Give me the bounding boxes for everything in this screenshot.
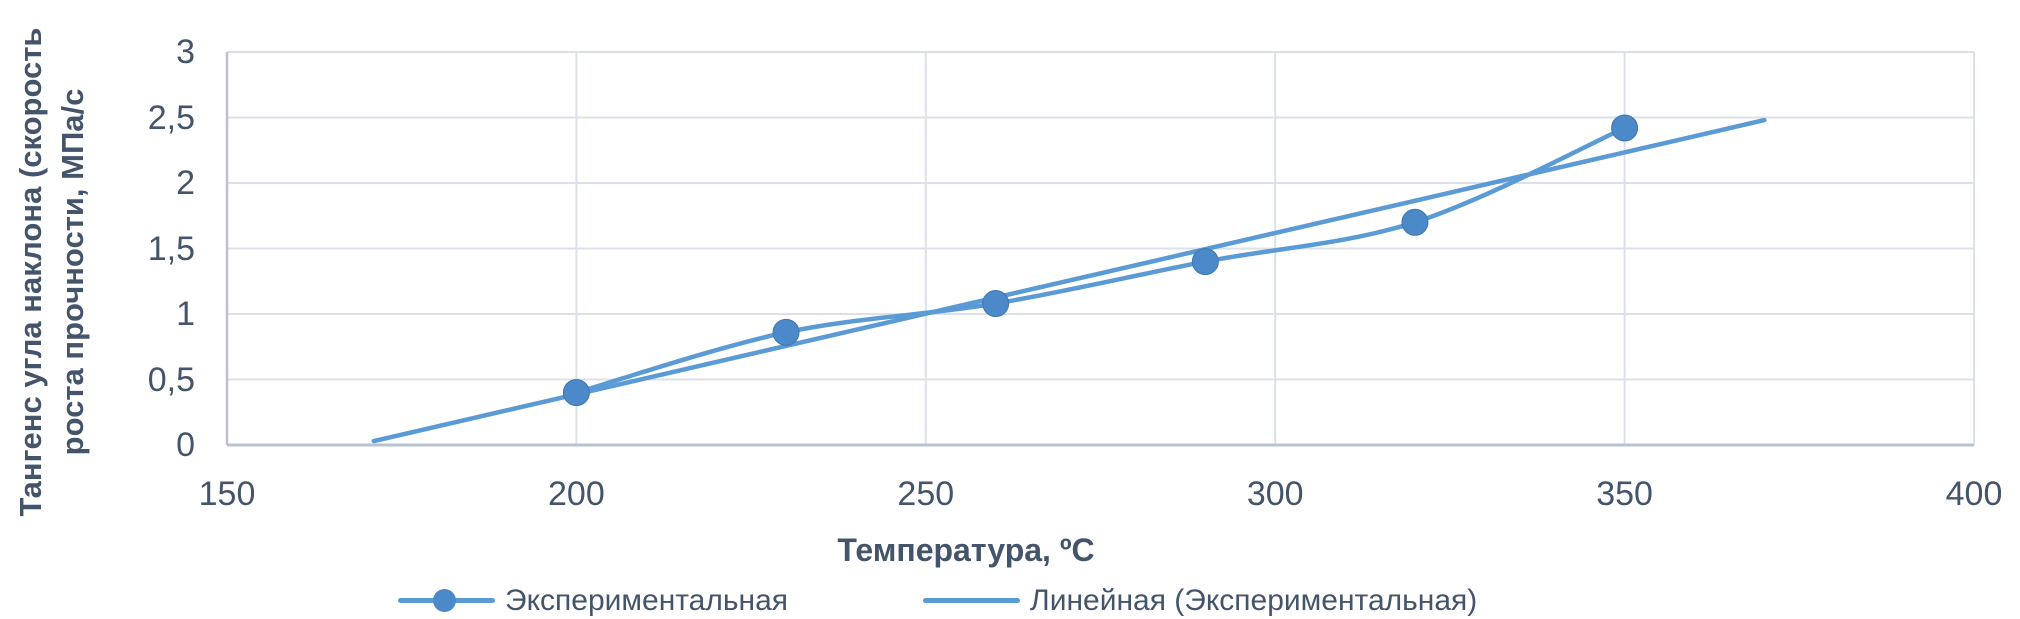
y-tick-label: 3 <box>176 33 195 71</box>
y-tick-label: 2 <box>176 164 195 202</box>
x-tick-label: 400 <box>1945 475 2003 513</box>
data-point-marker <box>1611 114 1639 142</box>
x-tick-label: 150 <box>198 475 256 513</box>
data-point-marker <box>772 318 800 346</box>
legend-label-experimental: Экспериментальная <box>505 584 788 617</box>
x-axis-title: Температура, ºС <box>837 532 1095 568</box>
x-tick-label: 300 <box>1246 475 1304 513</box>
data-point-marker <box>1191 248 1219 276</box>
x-tick-label: 350 <box>1596 475 1653 513</box>
data-point-marker <box>562 379 590 407</box>
data-point-marker <box>982 290 1010 318</box>
y-tick-label: 2,5 <box>147 98 195 137</box>
y-tick-label: 0,5 <box>147 360 195 399</box>
legend-line-swatch-linear <box>923 598 1020 603</box>
y-tick-label: 0 <box>176 426 195 464</box>
data-point-marker <box>1401 208 1429 236</box>
legend-marker-dot-icon <box>433 589 456 612</box>
y-tick-label: 1 <box>176 295 195 333</box>
x-tick-label: 250 <box>897 475 955 513</box>
x-tick-label: 200 <box>548 475 605 513</box>
experimental-series-line <box>574 125 1627 395</box>
legend-label-linear: Линейная (Экспериментальная) <box>1030 584 1478 617</box>
y-tick-label: 1,5 <box>147 229 195 268</box>
